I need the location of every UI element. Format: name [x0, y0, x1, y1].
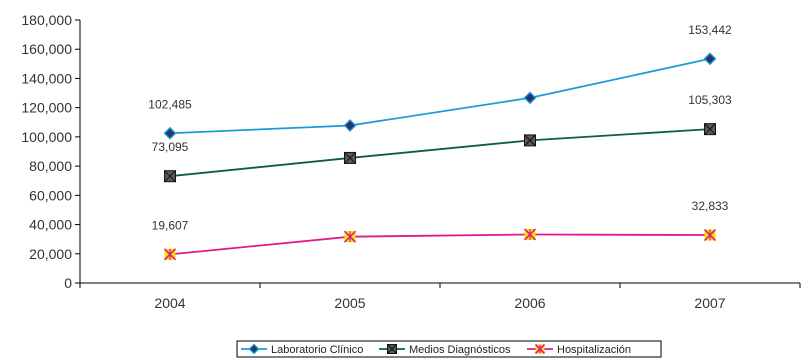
y-tick-label: 40,000: [29, 217, 72, 233]
legend-label-hosp: Hospitalización: [557, 344, 631, 356]
legend-entry-medios: Medios Diagnósticos: [379, 344, 511, 356]
data-labels: 102,485 153,442 73,095 105,303 19,607 32,833: [148, 23, 732, 233]
data-label-hosp: 32,833: [692, 199, 729, 213]
data-point-medios: [704, 123, 716, 136]
x-tick-label: 2004: [154, 295, 185, 311]
series-line-hosp: [169, 233, 711, 256]
data-point-lab: [163, 126, 177, 140]
legend-label-medios: Medios Diagnósticos: [409, 344, 511, 356]
data-point-lab: [343, 119, 357, 132]
y-tick-label: 140,000: [21, 70, 72, 86]
y-tick-label: 60,000: [29, 187, 72, 203]
y-tick-label: 100,000: [21, 129, 72, 145]
y-tick-label: 180,000: [21, 12, 72, 28]
y-tick-label: 160,000: [21, 41, 72, 57]
x-tick-label: 2005: [334, 295, 365, 311]
data-point-medios: [164, 170, 176, 183]
x-tick-label: 2006: [514, 295, 545, 311]
legend-marker-medios: [387, 344, 397, 354]
x-tick-label: 2007: [694, 295, 725, 311]
series-line-lab: [169, 57, 711, 135]
data-point-medios: [344, 151, 356, 164]
legend-marker-hosp: [534, 343, 546, 355]
legend-label-lab: Laboratorio Clínico: [271, 344, 363, 356]
data-label-lab: 153,442: [688, 23, 732, 37]
series-layer: [163, 52, 717, 261]
legend-marker-lab: [248, 343, 260, 355]
y-tick-label: 120,000: [21, 100, 72, 116]
data-point-lab: [523, 91, 537, 105]
data-label-medios: 105,303: [688, 93, 732, 107]
series-line-medios: [169, 128, 711, 178]
data-label-hosp: 19,607: [152, 218, 189, 232]
data-point-hosp: [703, 228, 717, 242]
data-label-lab: 102,485: [148, 97, 192, 111]
data-point-hosp: [523, 228, 537, 241]
legend-entry-lab: Laboratorio Clínico: [241, 343, 363, 356]
legend: Laboratorio Clínico Medios Diagnósticos Ho…: [236, 340, 662, 358]
legend-box: [236, 340, 662, 358]
axes: 0 20,000 40,000 60,000 80,000 100,000 120,000 1…: [21, 12, 801, 311]
data-point-medios: [524, 134, 536, 147]
data-point-hosp: [343, 230, 357, 243]
data-point-hosp: [163, 248, 177, 261]
data-label-medios: 73,095: [152, 140, 189, 154]
y-tick-label: 0: [64, 275, 72, 291]
data-point-lab: [703, 52, 717, 66]
y-tick-label: 20,000: [29, 246, 72, 262]
y-tick-label: 80,000: [29, 158, 72, 174]
legend-entry-hosp: Hospitalización: [527, 343, 631, 356]
